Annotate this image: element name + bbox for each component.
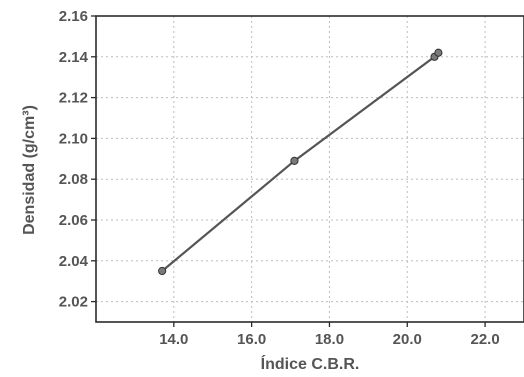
x-tick-label: 20.0 (393, 331, 422, 348)
y-tick-label: 2.10 (59, 130, 88, 147)
y-tick-label: 2.12 (59, 90, 88, 107)
grid-lines (96, 15, 524, 322)
data-point (434, 48, 443, 57)
y-tick-label: 2.08 (59, 171, 88, 188)
x-tick-label: 22.0 (470, 331, 499, 348)
y-axis-title: Densidad (g/cm³) (21, 105, 38, 235)
y-tick-label: 2.02 (59, 294, 88, 311)
y-tick-label: 2.16 (59, 8, 88, 25)
data-point (158, 266, 167, 276)
series-layer (158, 48, 443, 276)
axis-ticks: 14.0 16.0 18.0 20.0 22.0 2.16 2.14 2.12 2.10 2.08… (59, 8, 500, 348)
plot-frame (95, 15, 524, 323)
data-point (290, 156, 299, 165)
y-tick-label: 2.14 (59, 49, 89, 66)
y-tick-label: 2.06 (59, 212, 88, 229)
x-axis-title: Índice C.B.R. (261, 354, 360, 373)
x-tick-label: 18.0 (315, 331, 344, 348)
y-tick-label: 2.04 (59, 253, 89, 270)
x-tick-label: 16.0 (237, 331, 266, 348)
series-line (161, 51, 440, 272)
x-tick-label: 14.0 (159, 331, 188, 348)
